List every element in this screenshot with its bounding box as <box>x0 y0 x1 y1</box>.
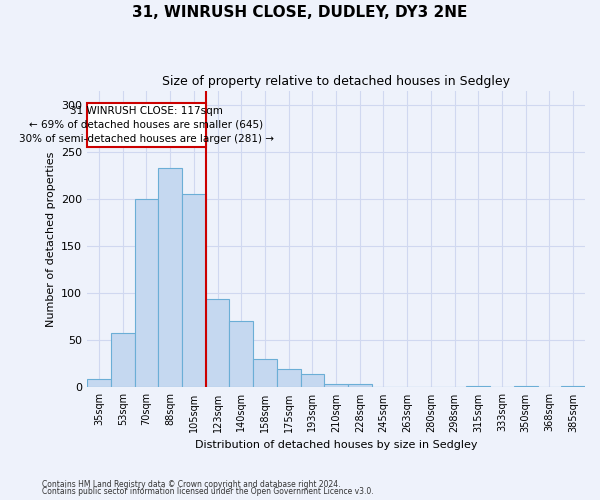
Bar <box>182 194 206 388</box>
Y-axis label: Number of detached properties: Number of detached properties <box>46 152 56 326</box>
Text: 31, WINRUSH CLOSE, DUDLEY, DY3 2NE: 31, WINRUSH CLOSE, DUDLEY, DY3 2NE <box>133 5 467 20</box>
Bar <box>253 359 277 388</box>
Text: Contains public sector information licensed under the Open Government Licence v3: Contains public sector information licen… <box>42 488 374 496</box>
Bar <box>324 384 348 388</box>
Bar <box>87 379 111 388</box>
Title: Size of property relative to detached houses in Sedgley: Size of property relative to detached ho… <box>162 75 510 88</box>
Bar <box>561 386 585 388</box>
FancyBboxPatch shape <box>87 103 206 147</box>
Bar <box>466 386 490 388</box>
Bar <box>158 168 182 388</box>
Bar <box>134 199 158 388</box>
Bar <box>514 386 538 388</box>
Bar <box>348 384 371 388</box>
X-axis label: Distribution of detached houses by size in Sedgley: Distribution of detached houses by size … <box>195 440 478 450</box>
Text: Contains HM Land Registry data © Crown copyright and database right 2024.: Contains HM Land Registry data © Crown c… <box>42 480 341 489</box>
Bar <box>206 299 229 388</box>
Bar <box>229 320 253 388</box>
Text: 31 WINRUSH CLOSE: 117sqm
← 69% of detached houses are smaller (645)
30% of semi-: 31 WINRUSH CLOSE: 117sqm ← 69% of detach… <box>19 106 274 144</box>
Bar <box>301 374 324 388</box>
Bar <box>111 333 134 388</box>
Bar <box>277 368 301 388</box>
